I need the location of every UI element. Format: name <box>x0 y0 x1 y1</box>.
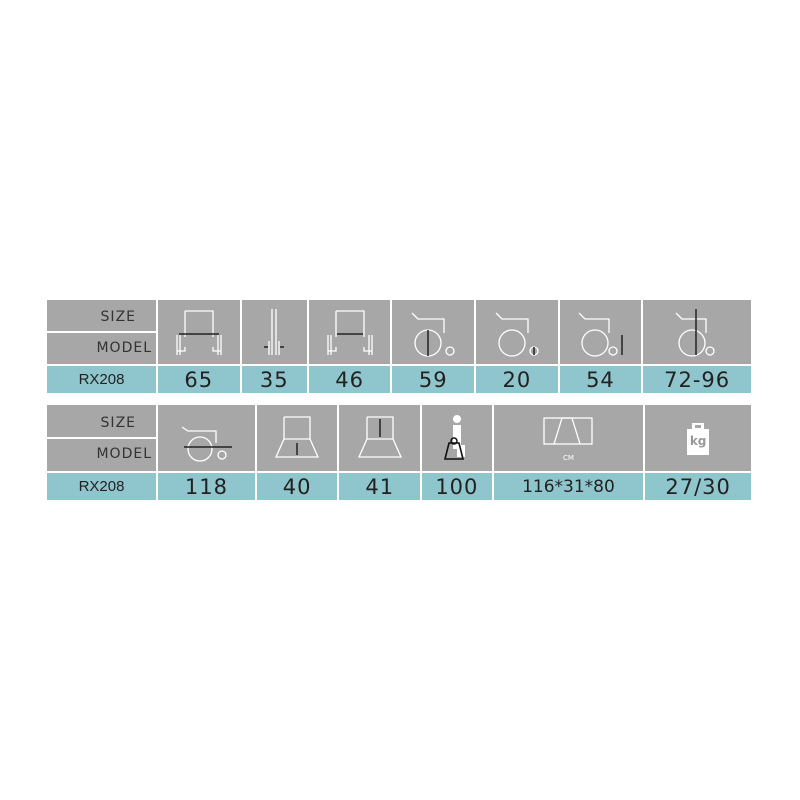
overall-width-value: 65 <box>158 366 240 393</box>
seat-height-icon <box>559 300 642 364</box>
seat-depth-value: 40 <box>256 473 338 500</box>
label-cell: SIZE MODEL <box>47 300 156 364</box>
overall-length-value: 118 <box>158 473 255 500</box>
overall-height-value: 72-96 <box>643 366 751 393</box>
seat-depth-icon <box>256 405 338 471</box>
model-value: RX208 <box>47 366 156 393</box>
backrest-height-icon <box>339 405 421 471</box>
model-value: RX208 <box>47 473 156 500</box>
spec-table-1: SIZE MODEL RX208 65 35 46 59 20 54 <box>45 298 753 395</box>
rear-wheel-diameter-icon <box>392 300 475 364</box>
seat-width-value: 46 <box>308 366 391 393</box>
seat-width-icon <box>308 300 391 364</box>
rear-wheel-value: 59 <box>392 366 475 393</box>
overall-height-icon <box>643 300 751 364</box>
model-label: MODEL <box>96 446 152 462</box>
weight-icon: kg <box>645 405 751 471</box>
weight-icon-text: kg <box>689 434 707 448</box>
weight-value: 27/30 <box>645 473 751 500</box>
package-size-value: 116*31*80 <box>493 473 644 500</box>
overall-width-icon <box>158 300 240 364</box>
size-label: SIZE <box>47 300 156 333</box>
size-label: SIZE <box>47 406 156 439</box>
label-cell: SIZE MODEL <box>47 405 156 471</box>
folded-width-value: 35 <box>241 366 307 393</box>
front-wheel-value: 20 <box>476 366 558 393</box>
folded-width-icon <box>241 300 307 364</box>
package-size-unit: CM <box>562 454 574 462</box>
front-wheel-diameter-icon <box>476 300 558 364</box>
backrest-height-value: 41 <box>339 473 421 500</box>
spec-table-2: SIZE MODEL CM kg RX208 118 40 41 <box>45 403 753 502</box>
overall-length-icon <box>158 405 255 471</box>
model-label: MODEL <box>96 340 152 356</box>
package-size-icon: CM <box>493 405 644 471</box>
seat-height-value: 54 <box>559 366 642 393</box>
max-load-value: 100 <box>422 473 492 500</box>
max-load-icon <box>422 405 492 471</box>
